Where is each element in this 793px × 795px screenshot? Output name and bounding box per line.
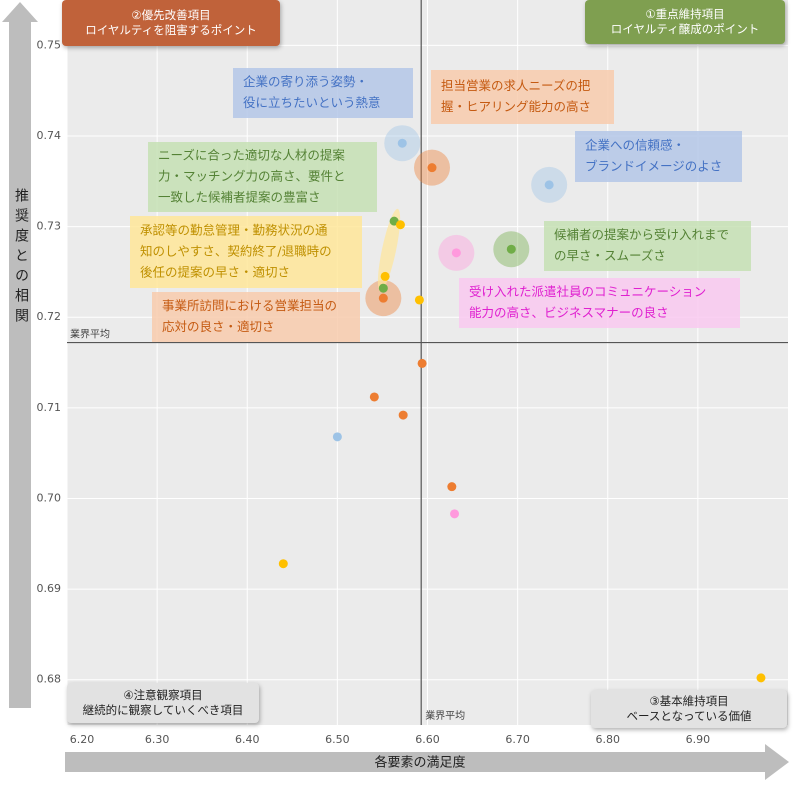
annotation-text: 承認等の勤怠管理・勤務状況の通 [140,223,328,238]
point [427,163,437,173]
annotation-box [148,142,377,212]
quadrant-text: ベースとなっている価値 [626,709,752,723]
y-tick-label: 0.70 [37,491,62,504]
point [447,482,457,492]
point [378,283,388,293]
quadrant-text: ②優先改善項目 [131,8,210,22]
point [414,295,424,305]
y-tick-label: 0.68 [37,673,62,686]
point [395,220,405,230]
quadrant-box [585,0,785,44]
y-axis-arrow [2,2,38,708]
quadrant-box [67,683,259,723]
quadrant-box [591,690,787,728]
reference-label: 業界平均 [425,709,465,722]
point [451,248,461,258]
quadrant-text: ロイヤルティ醸成のポイント [611,22,759,36]
y-tick-label: 0.73 [37,220,62,233]
x-tick-label: 6.60 [415,733,440,746]
y-tick-label: 0.75 [37,38,62,51]
point [369,392,379,402]
quadrant-text: ④注意観察項目 [123,688,202,702]
annotation-box [575,131,742,182]
x-tick-label: 6.80 [596,733,621,746]
annotation-text: 力・マッチング力の高さ、要件と [158,169,346,184]
annotation-text: 候補者の提案から受け入れまで [554,227,729,242]
x-tick-label: 6.20 [70,733,95,746]
annotation-text: 役に立ちたいという熱意 [243,95,381,110]
annotation-text: の早さ・スムーズさ [554,248,666,263]
x-tick-label: 6.90 [686,733,711,746]
point [506,244,516,254]
annotation-box [152,292,360,342]
annotation-box [233,68,413,118]
point [380,271,390,281]
x-tick-label: 6.30 [145,733,170,746]
quadrant-text: ①重点維持項目 [645,7,724,21]
point [450,509,460,519]
quadrant-text: 継続的に観察していくべき項目 [83,703,244,717]
x-axis-title: 各要素の満足度 [374,755,465,771]
group-halo [377,208,401,292]
point [417,358,427,368]
x-tick-label: 6.50 [325,733,350,746]
annotation-text: 企業の寄り添う姿勢・ [243,74,368,89]
y-tick-label: 0.72 [37,310,62,323]
point [378,293,388,303]
annotation-text: 握・ヒアリング能力の高さ [441,99,591,114]
annotation-text: 事業所訪問における営業担当の [162,298,337,313]
x-axis-arrow [65,744,789,780]
annotation-text: 知のしやすさ、契約終了/退職時の [140,244,332,259]
x-tick-label: 6.70 [505,733,530,746]
annotation-text: 一致した候補者提案の豊富さ [158,190,321,205]
quadrant-text: ③基本維持項目 [649,694,728,708]
point [397,138,407,148]
quadrant-box [62,0,280,46]
annotations: 企業の寄り添う姿勢・役に立ちたいという熱意 担当営業の求人ニーズの把握・ヒアリング… [62,0,787,728]
y-axis-title: 推奨度との相関 [13,188,29,328]
point [332,432,342,442]
annotation-text: 受け入れた派遣社員のコミュニケーション [469,284,706,299]
annotation-text: ニーズに合った適切な人材の提案 [158,148,345,163]
quadrant-text: ロイヤルティを阻害するポイント [85,23,256,37]
y-tick-label: 0.74 [37,129,62,142]
point [544,180,554,190]
y-tick-label: 0.69 [37,582,62,595]
annotation-text: 応対の良さ・適切さ [162,319,275,334]
point [398,410,408,420]
annotation-text: 企業への信頼感・ [585,138,685,153]
y-tick-label: 0.71 [37,401,62,414]
annotation-box [544,221,751,271]
reference-label: 業界平均 [70,328,110,341]
annotation-text: 能力の高さ、ビジネスマナーの良さ [469,305,669,320]
annotation-box [459,278,740,328]
annotation-text: ブランドイメージのよさ [585,159,722,174]
marks [278,125,766,683]
point [278,559,288,569]
annotation-box [130,216,362,288]
x-tick-label: 6.40 [235,733,260,746]
point [756,673,766,683]
annotation-text: 後任の提案の早さ・適切さ [140,265,290,280]
annotation-text: 担当営業の求人ニーズの把 [441,78,591,93]
annotation-box [431,70,614,124]
